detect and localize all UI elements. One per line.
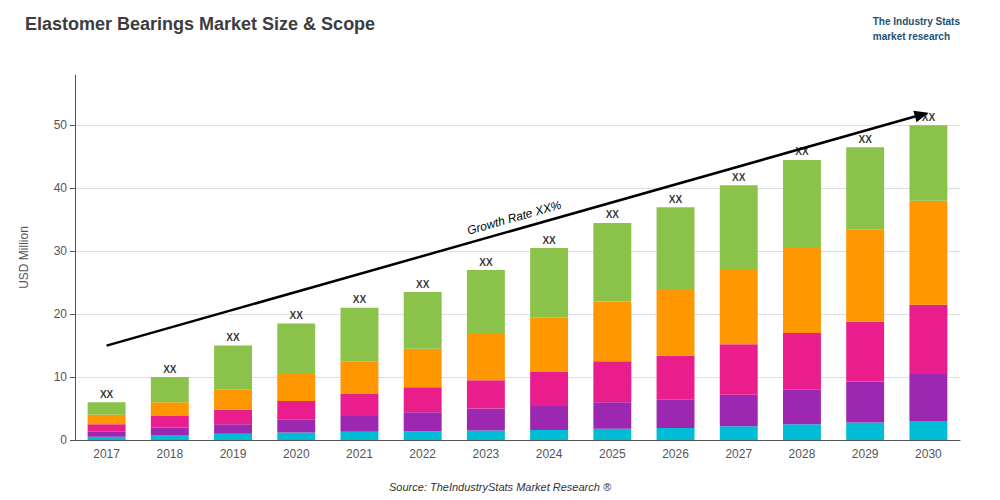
svg-text:XX: XX bbox=[163, 364, 177, 375]
svg-text:2022: 2022 bbox=[409, 447, 436, 461]
svg-text:XX: XX bbox=[226, 332, 240, 343]
svg-text:2030: 2030 bbox=[915, 447, 942, 461]
svg-text:XX: XX bbox=[795, 146, 809, 158]
svg-text:XX: XX bbox=[921, 111, 936, 123]
svg-text:market research: market research bbox=[873, 31, 950, 42]
svg-text:2021: 2021 bbox=[346, 447, 373, 461]
svg-text:2027: 2027 bbox=[725, 447, 752, 461]
svg-text:2025: 2025 bbox=[599, 447, 626, 461]
svg-text:XX: XX bbox=[669, 194, 683, 205]
svg-text:XX: XX bbox=[353, 294, 367, 305]
svg-text:2026: 2026 bbox=[662, 447, 689, 461]
svg-text:The Industry Stats: The Industry Stats bbox=[873, 16, 961, 27]
svg-text:2017: 2017 bbox=[93, 447, 120, 461]
svg-text:2029: 2029 bbox=[852, 447, 879, 461]
svg-text:XX: XX bbox=[290, 310, 304, 321]
svg-text:30: 30 bbox=[54, 244, 68, 258]
svg-text:Elastomer Bearings Market Size: Elastomer Bearings Market Size & Scope bbox=[25, 14, 375, 34]
svg-text:XX: XX bbox=[859, 134, 873, 145]
svg-text:40: 40 bbox=[54, 181, 68, 195]
svg-text:XX: XX bbox=[416, 279, 430, 290]
svg-text:XX: XX bbox=[100, 389, 114, 400]
svg-text:2023: 2023 bbox=[473, 447, 500, 461]
svg-text:XX: XX bbox=[732, 172, 746, 183]
svg-text:Growth Rate XX%: Growth Rate XX% bbox=[466, 198, 564, 238]
svg-text:Source: TheIndustryStats Marke: Source: TheIndustryStats Market Research… bbox=[389, 481, 612, 493]
svg-text:2024: 2024 bbox=[536, 447, 563, 461]
svg-text:0: 0 bbox=[60, 433, 67, 447]
svg-text:USD Million: USD Million bbox=[17, 226, 31, 289]
svg-text:2018: 2018 bbox=[156, 447, 183, 461]
svg-text:XX: XX bbox=[606, 209, 620, 220]
svg-text:2019: 2019 bbox=[220, 447, 247, 461]
svg-text:50: 50 bbox=[54, 118, 68, 132]
svg-text:20: 20 bbox=[54, 307, 68, 321]
svg-text:2020: 2020 bbox=[283, 447, 310, 461]
svg-text:XX: XX bbox=[479, 257, 493, 268]
svg-text:2028: 2028 bbox=[789, 447, 816, 461]
svg-text:XX: XX bbox=[542, 235, 556, 246]
svg-text:10: 10 bbox=[54, 370, 68, 384]
